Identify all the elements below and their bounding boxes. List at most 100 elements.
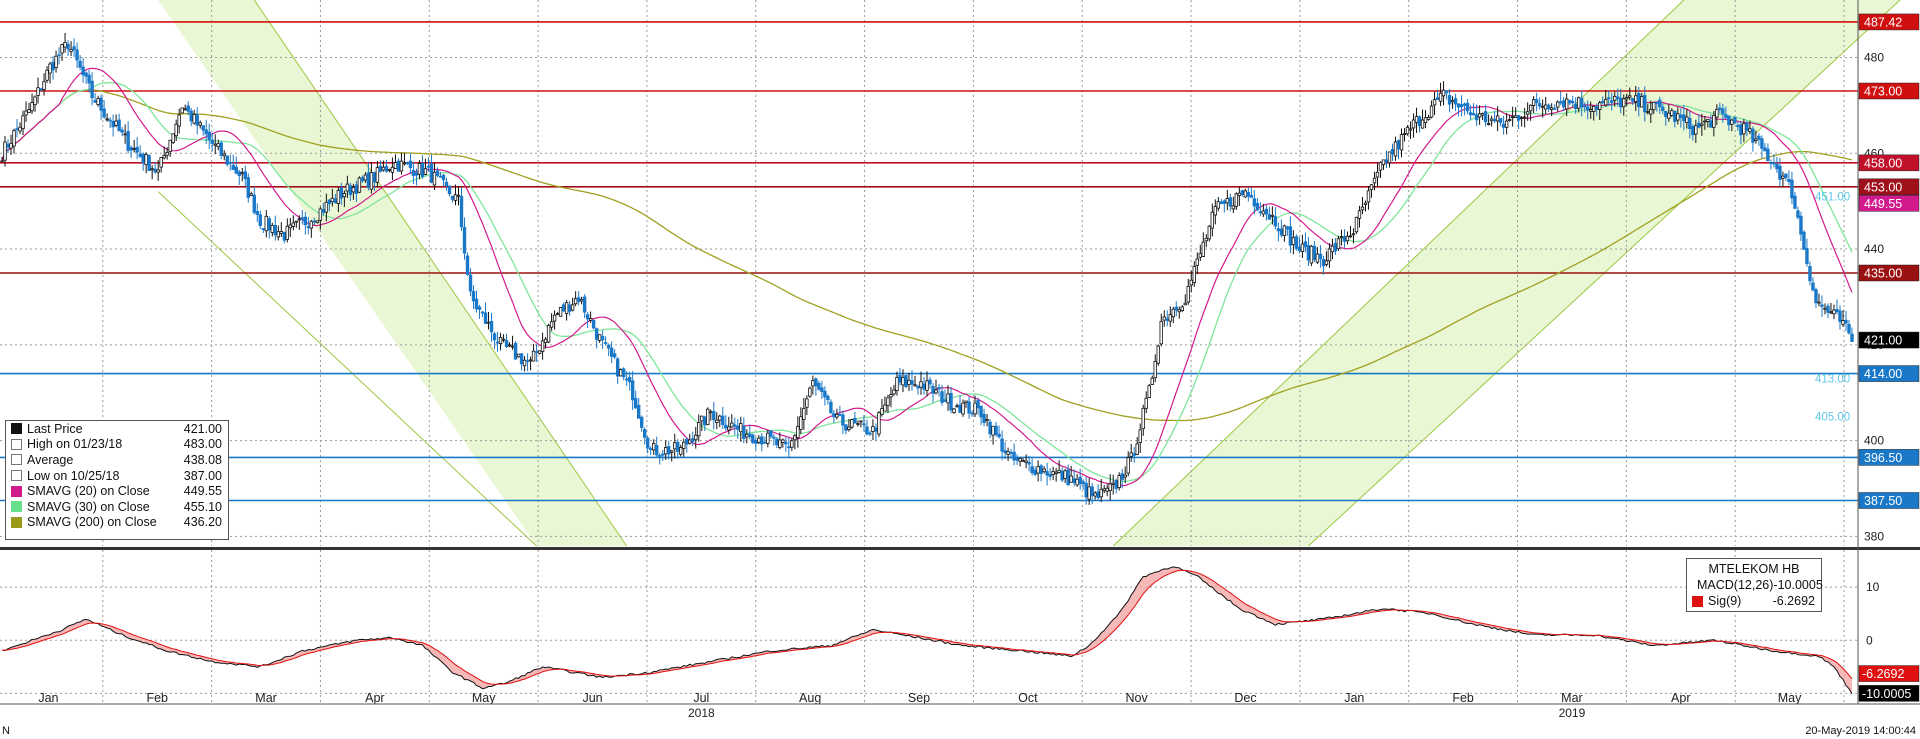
candle-body	[1715, 108, 1719, 118]
candle-body	[1709, 120, 1713, 128]
candle-body	[609, 347, 614, 357]
candle-body	[621, 368, 626, 378]
candle-body	[1471, 113, 1476, 116]
candle-body	[1465, 102, 1470, 112]
candle-body	[1405, 126, 1410, 135]
candle-body	[1622, 98, 1626, 108]
candle-body	[1111, 482, 1115, 485]
candle-body	[498, 337, 503, 344]
candle-body	[180, 107, 184, 114]
candle-body	[1105, 487, 1109, 492]
candle-body	[1291, 237, 1296, 245]
candle-body	[153, 168, 157, 173]
candle-body	[372, 172, 377, 183]
candle-body	[1339, 236, 1344, 238]
candle-body	[558, 306, 563, 317]
candle-body	[1718, 107, 1722, 111]
candle-body	[1513, 115, 1518, 118]
candle-body	[1366, 190, 1371, 203]
candle-body	[354, 184, 359, 194]
candle-body	[480, 311, 485, 314]
candle-body	[1444, 90, 1449, 94]
candle-body	[315, 220, 320, 223]
candle-body	[1144, 397, 1148, 409]
candle-body	[90, 80, 94, 99]
candle-body	[886, 397, 890, 406]
candle-body	[937, 387, 941, 390]
faint-level-label: 413.00	[1815, 373, 1850, 385]
candle-body	[931, 385, 935, 394]
month-label: Mar	[1561, 691, 1583, 705]
candle-body	[1327, 248, 1332, 262]
candle-body	[1589, 109, 1593, 112]
candle-body	[1592, 105, 1596, 113]
candle-body	[219, 142, 223, 156]
candle-body	[510, 345, 515, 348]
candle-body	[438, 175, 443, 178]
candle-body	[1772, 162, 1776, 165]
candle-body	[1126, 457, 1130, 474]
candle-body	[1264, 208, 1269, 215]
candle-body	[612, 353, 617, 358]
candle-body	[375, 167, 380, 183]
candle-body	[1516, 115, 1521, 121]
candle-body	[682, 441, 686, 449]
candle-body	[1495, 115, 1500, 122]
candle-body	[84, 72, 88, 77]
candle-body	[1429, 105, 1434, 118]
month-label: Apr	[1671, 691, 1690, 705]
candle-body	[300, 217, 305, 220]
candle-body	[45, 69, 49, 81]
candle-body	[676, 442, 680, 452]
level-tag-396.50: 396.50	[1858, 449, 1920, 466]
candle-body	[519, 353, 524, 365]
candle-body	[1297, 246, 1302, 251]
legend-swatch	[11, 501, 22, 513]
candle-body	[168, 139, 172, 152]
candle-body	[243, 171, 247, 180]
candle-body	[318, 208, 323, 221]
candle-body	[588, 318, 593, 321]
candle-body	[820, 387, 824, 393]
candle-body	[871, 426, 875, 432]
candle-body	[1021, 460, 1025, 462]
candle-body	[387, 169, 392, 171]
candle-body	[447, 185, 452, 195]
candle-body	[135, 146, 139, 153]
candle-body	[1703, 120, 1707, 123]
candle-body	[1613, 95, 1617, 101]
candle-body	[483, 312, 488, 324]
candle-body	[805, 398, 809, 408]
candle-body	[1814, 289, 1818, 304]
candle-body	[1207, 225, 1212, 240]
candle-body	[132, 148, 136, 150]
candle-body	[1102, 488, 1106, 492]
candle-body	[919, 381, 923, 388]
candle-body	[129, 147, 133, 151]
candle-body	[1435, 97, 1440, 100]
macd-tick-label: 0	[1866, 633, 1873, 647]
candle-body	[961, 402, 965, 415]
candle-body	[1601, 100, 1605, 104]
candle-body	[150, 168, 154, 171]
candle-body	[1000, 438, 1004, 452]
macd-tag: -6.2692	[1858, 665, 1920, 682]
legend-swatch	[11, 470, 22, 482]
legend-value: 449.55	[183, 484, 222, 499]
candle-body	[423, 168, 428, 175]
level-tag-435.00-text: 435.00	[1864, 267, 1902, 281]
candle-body	[793, 435, 797, 441]
candle-body	[1462, 103, 1467, 106]
candle-body	[928, 379, 932, 385]
candle-body	[1826, 305, 1830, 313]
candle-body	[982, 413, 986, 423]
candle-body	[1712, 114, 1716, 128]
candle-body	[417, 163, 422, 175]
candle-body	[1336, 238, 1341, 250]
candle-body	[78, 60, 82, 68]
signal-row: Sig(9) -6.2692	[1687, 593, 1821, 609]
candle-body	[189, 110, 193, 122]
candle-body	[1423, 117, 1428, 124]
candle-body	[1531, 99, 1536, 106]
candle-body	[1637, 93, 1641, 108]
